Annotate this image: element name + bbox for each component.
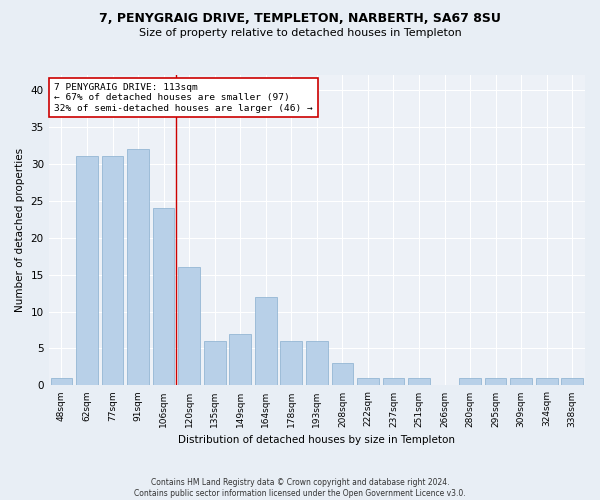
Bar [536, 378, 557, 386]
Bar [229, 334, 251, 386]
Bar [204, 341, 226, 386]
Bar [383, 378, 404, 386]
Text: Size of property relative to detached houses in Templeton: Size of property relative to detached ho… [139, 28, 461, 38]
Bar [485, 378, 506, 386]
Bar [127, 149, 149, 386]
Bar [50, 378, 72, 386]
Bar [332, 364, 353, 386]
Bar [357, 378, 379, 386]
Bar [562, 378, 583, 386]
Bar [306, 341, 328, 386]
Bar [153, 208, 175, 386]
Y-axis label: Number of detached properties: Number of detached properties [15, 148, 25, 312]
Text: Contains HM Land Registry data © Crown copyright and database right 2024.
Contai: Contains HM Land Registry data © Crown c… [134, 478, 466, 498]
Bar [459, 378, 481, 386]
Bar [76, 156, 98, 386]
Bar [101, 156, 124, 386]
Bar [255, 296, 277, 386]
Bar [178, 267, 200, 386]
X-axis label: Distribution of detached houses by size in Templeton: Distribution of detached houses by size … [178, 435, 455, 445]
Bar [408, 378, 430, 386]
Bar [280, 341, 302, 386]
Text: 7 PENYGRAIG DRIVE: 113sqm
← 67% of detached houses are smaller (97)
32% of semi-: 7 PENYGRAIG DRIVE: 113sqm ← 67% of detac… [54, 83, 313, 112]
Text: 7, PENYGRAIG DRIVE, TEMPLETON, NARBERTH, SA67 8SU: 7, PENYGRAIG DRIVE, TEMPLETON, NARBERTH,… [99, 12, 501, 26]
Bar [510, 378, 532, 386]
